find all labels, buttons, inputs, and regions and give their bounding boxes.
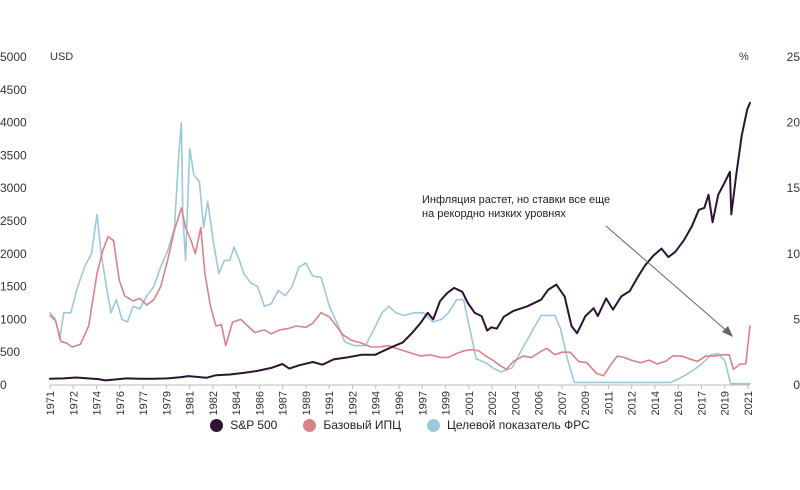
x-tick-label: 2007 [557,391,569,415]
y-left-tick-label: 3000 [0,181,27,195]
x-tick-label: 1994 [371,391,383,415]
y-left-tick-label: 500 [0,345,20,359]
y-right-tick-label: 10 [787,247,800,261]
x-tick-label: 1982 [208,391,220,415]
x-tick-label: 1976 [115,391,127,415]
legend-item-sp500: S&P 500 [210,418,277,432]
x-tick-label: 2014 [650,391,662,415]
x-tick-label: 1977 [138,391,150,415]
legend-dot-cpi [303,418,317,432]
y-axis-right: 0 5 10 15 20 25 [787,50,800,392]
x-tick-label: 2009 [580,391,592,415]
x-tick-label: 2016 [673,391,685,415]
x-tick-label: 1991 [324,391,336,415]
y-right-tick-label: 15 [787,181,800,195]
y-right-tick-label: 20 [787,116,800,130]
x-tick-label: 1972 [68,391,80,415]
legend-item-cpi: Базовый ИПЦ [303,418,401,432]
annotation-line-1: Инфляция растет, но ставки все еще [422,194,610,206]
series-line-fed [49,121,751,385]
x-tick-label: 2002 [487,391,499,415]
x-tick-label: 2012 [627,391,639,415]
y-left-tick-label: 2500 [0,214,27,228]
x-tick-label: 1992 [347,391,359,415]
y-left-tick-label: 2000 [0,247,27,261]
legend-dot-sp500 [210,418,224,432]
y-right-unit: % [739,51,749,63]
annotation: Инфляция растет, но ставки все еще на ре… [422,194,733,337]
y-right-tick-label: 25 [787,50,800,64]
x-tick-label: 1986 [254,391,266,415]
y-axis-left: 0 500 1000 1500 2000 2500 3000 3500 4000 4500 5000 [0,50,27,392]
x-tick-label: 2004 [510,391,522,415]
series-line-cpi [49,207,751,377]
x-tick-label: 1974 [92,391,104,415]
x-tick-label: 1981 [185,391,197,415]
x-axis: 1971 1972 1974 1976 1977 1979 1981 1982 1984 1986… [45,385,755,415]
y-left-tick-label: 5000 [0,50,27,64]
y-left-tick-label: 4000 [0,116,27,130]
x-tick-label: 2011 [603,391,615,415]
x-tick-label: 1979 [161,391,173,415]
annotation-line-2: на рекордно низких уровнях [422,208,566,220]
y-left-tick-label: 4500 [0,83,27,97]
y-left-tick-label: 1500 [0,280,27,294]
x-tick-label: 1987 [278,391,290,415]
x-tick-label: 1989 [301,391,313,415]
x-tick-label: 2021 [743,391,755,415]
y-left-unit: USD [50,51,73,63]
y-right-tick-label: 0 [793,378,800,392]
x-tick-label: 2019 [720,391,732,415]
series-line-sp500 [49,101,751,382]
legend-label-fed: Целевой показатель ФРС [446,418,590,432]
y-right-tick-label: 5 [793,312,800,326]
legend-label-cpi: Базовый ИПЦ [323,418,401,432]
legend-item-fed: Целевой показатель ФРС [426,418,590,432]
y-left-tick-label: 3500 [0,148,27,162]
y-left-tick-label: 0 [0,378,7,392]
legend: S&P 500 Базовый ИПЦ Целевой показатель Ф… [0,418,800,432]
annotation-arrow-head [722,326,733,337]
x-tick-label: 1971 [45,391,57,415]
x-tick-label: 1997 [417,391,429,415]
legend-dot-fed [426,418,440,432]
x-tick-label: 1984 [231,391,243,415]
annotation-arrow-line [605,225,729,333]
x-tick-label: 2017 [696,391,708,415]
x-tick-label: 2006 [534,391,546,415]
gridlines [50,56,750,386]
x-tick-label: 2001 [464,391,476,415]
x-tick-label: 1999 [441,391,453,415]
x-tick-label: 1996 [394,391,406,415]
legend-label-sp500: S&P 500 [230,418,278,432]
y-left-tick-label: 1000 [0,312,27,326]
series-lines [49,101,751,385]
